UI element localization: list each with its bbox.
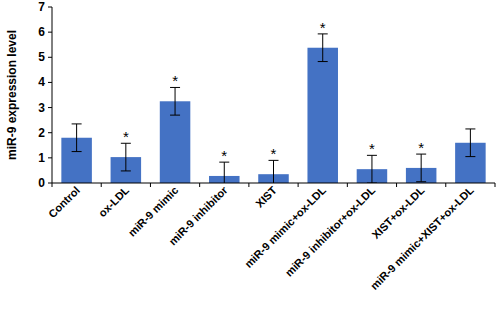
error-bar <box>269 160 279 183</box>
x-tick <box>298 183 299 187</box>
error-stem <box>322 34 323 62</box>
error-bar <box>219 162 229 183</box>
error-bar <box>416 154 426 182</box>
error-cap <box>465 128 475 129</box>
y-tick-label: 2 <box>38 126 45 140</box>
y-tick-label: 0 <box>38 176 45 190</box>
x-tick-label: miR-9 mimic <box>126 184 181 239</box>
error-cap <box>72 123 82 124</box>
annotation: * <box>221 147 227 164</box>
error-stem <box>224 162 225 183</box>
error-cap <box>121 170 131 171</box>
error-stem <box>470 129 471 157</box>
y-tick-label: 4 <box>38 75 45 89</box>
annotation: * <box>369 140 375 157</box>
y-tick <box>48 7 52 8</box>
error-bar <box>367 155 377 183</box>
annotation: * <box>418 139 424 156</box>
x-tick-label: miR-9 inhibitor <box>166 183 230 247</box>
error-cap <box>170 115 180 116</box>
annotation: * <box>172 72 178 89</box>
error-cap <box>318 61 328 62</box>
y-tick-label: 6 <box>38 25 45 39</box>
y-tick <box>48 82 52 83</box>
annotation: * <box>123 128 129 145</box>
x-tick <box>248 183 249 187</box>
error-stem <box>273 160 274 183</box>
x-tick-label: ox-LDL <box>96 184 131 219</box>
page: {"chart_data": {"type": "bar", "y_label"… <box>0 0 500 331</box>
y-tick-label: 3 <box>38 101 45 115</box>
y-tick <box>48 32 52 33</box>
annotation: * <box>271 145 277 162</box>
error-cap <box>465 156 475 157</box>
y-tick <box>48 183 52 184</box>
error-bar <box>72 124 82 152</box>
x-tick-label: XIST <box>253 184 279 210</box>
y-tick <box>48 57 52 58</box>
x-tick <box>495 183 496 187</box>
annotation: * <box>320 19 326 36</box>
y-tick-label: 7 <box>38 0 45 14</box>
x-tick <box>150 183 151 187</box>
x-axis <box>52 183 495 184</box>
x-tick <box>101 183 102 187</box>
error-bar <box>318 34 328 62</box>
error-cap <box>72 151 82 152</box>
y-axis <box>52 7 53 183</box>
x-tick-label: miR-9 mimic+ox-LDL <box>242 184 328 270</box>
error-stem <box>421 154 422 182</box>
chart: 0 1 2 3 4 5 6 7 miR-9 expression level Control ox-… <box>0 0 500 331</box>
y-tick <box>48 107 52 108</box>
x-tick <box>52 183 53 187</box>
y-tick-label: 1 <box>38 151 45 165</box>
error-cap <box>416 181 426 182</box>
error-bar <box>465 129 475 157</box>
x-tick <box>445 183 446 187</box>
bar <box>307 48 338 183</box>
x-tick-label: miR-9 inhibitor+ox-LDL <box>283 184 378 279</box>
x-tick <box>396 183 397 187</box>
error-stem <box>175 87 176 115</box>
y-tick <box>48 157 52 158</box>
error-bar <box>121 143 131 171</box>
y-tick <box>48 132 52 133</box>
error-stem <box>125 143 126 171</box>
x-tick <box>347 183 348 187</box>
error-bar <box>170 87 180 115</box>
error-stem <box>371 155 372 183</box>
x-tick-label: miR-9 mimic+XIST+ox-LDL <box>368 184 476 292</box>
x-tick-label: Control <box>46 184 82 220</box>
error-stem <box>76 124 77 152</box>
y-axis-title: miR-9 expression level <box>5 30 19 160</box>
x-tick <box>199 183 200 187</box>
y-tick-label: 5 <box>38 50 45 64</box>
plot-area <box>61 34 485 183</box>
